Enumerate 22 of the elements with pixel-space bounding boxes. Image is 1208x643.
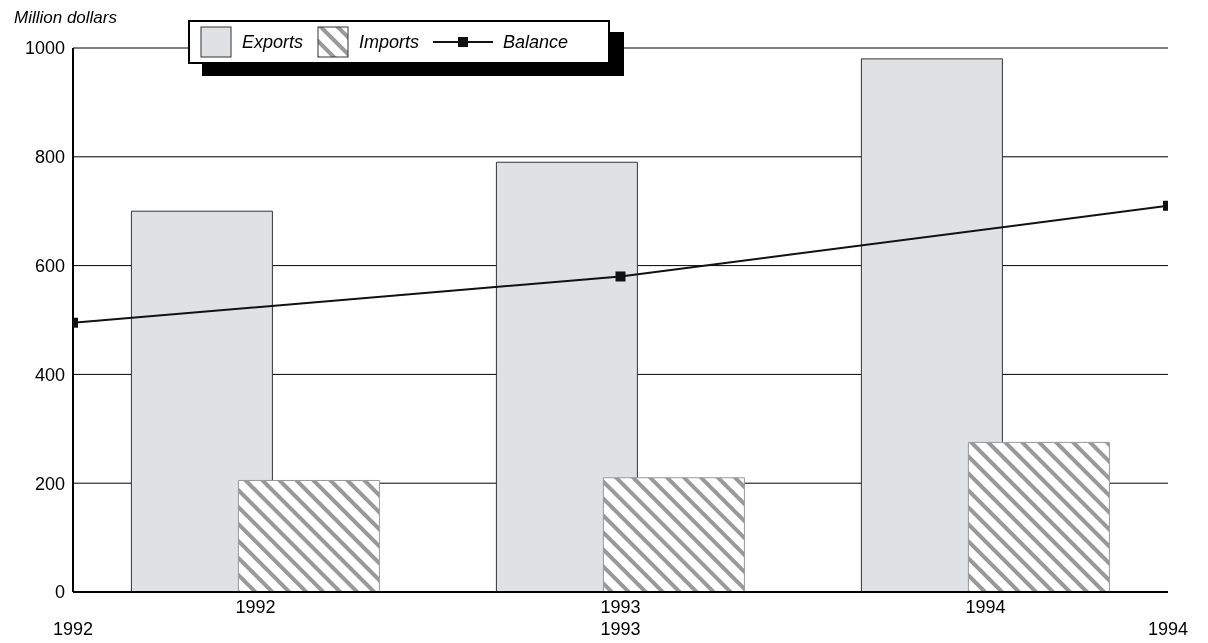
bar xyxy=(130,210,273,592)
y-tick-label: 1000 xyxy=(24,38,65,59)
bar xyxy=(495,161,638,592)
y-tick-label: 800 xyxy=(34,147,65,168)
legend-label: Exports xyxy=(242,31,304,53)
legend-label: Balance xyxy=(503,31,569,53)
bar xyxy=(237,479,380,592)
y-tick-label: 0 xyxy=(54,582,65,603)
y-tick-label: 200 xyxy=(34,473,65,494)
bar xyxy=(860,58,1003,592)
y-tick-label: 600 xyxy=(34,255,65,276)
x2-tick-label: 1994 xyxy=(1147,618,1189,639)
bar xyxy=(602,477,745,592)
x-tick-label: 1992 xyxy=(235,596,276,617)
x2-tick-label: 1992 xyxy=(52,618,94,639)
x-tick-label: 1993 xyxy=(600,596,641,617)
legend-label: Imports xyxy=(359,31,420,53)
x2-tick-label: 1993 xyxy=(600,618,641,639)
x-tick-label: 1994 xyxy=(965,596,1006,617)
bar xyxy=(967,441,1110,592)
y-axis-title: Million dollars xyxy=(14,8,117,28)
y-tick-label: 400 xyxy=(34,364,65,385)
